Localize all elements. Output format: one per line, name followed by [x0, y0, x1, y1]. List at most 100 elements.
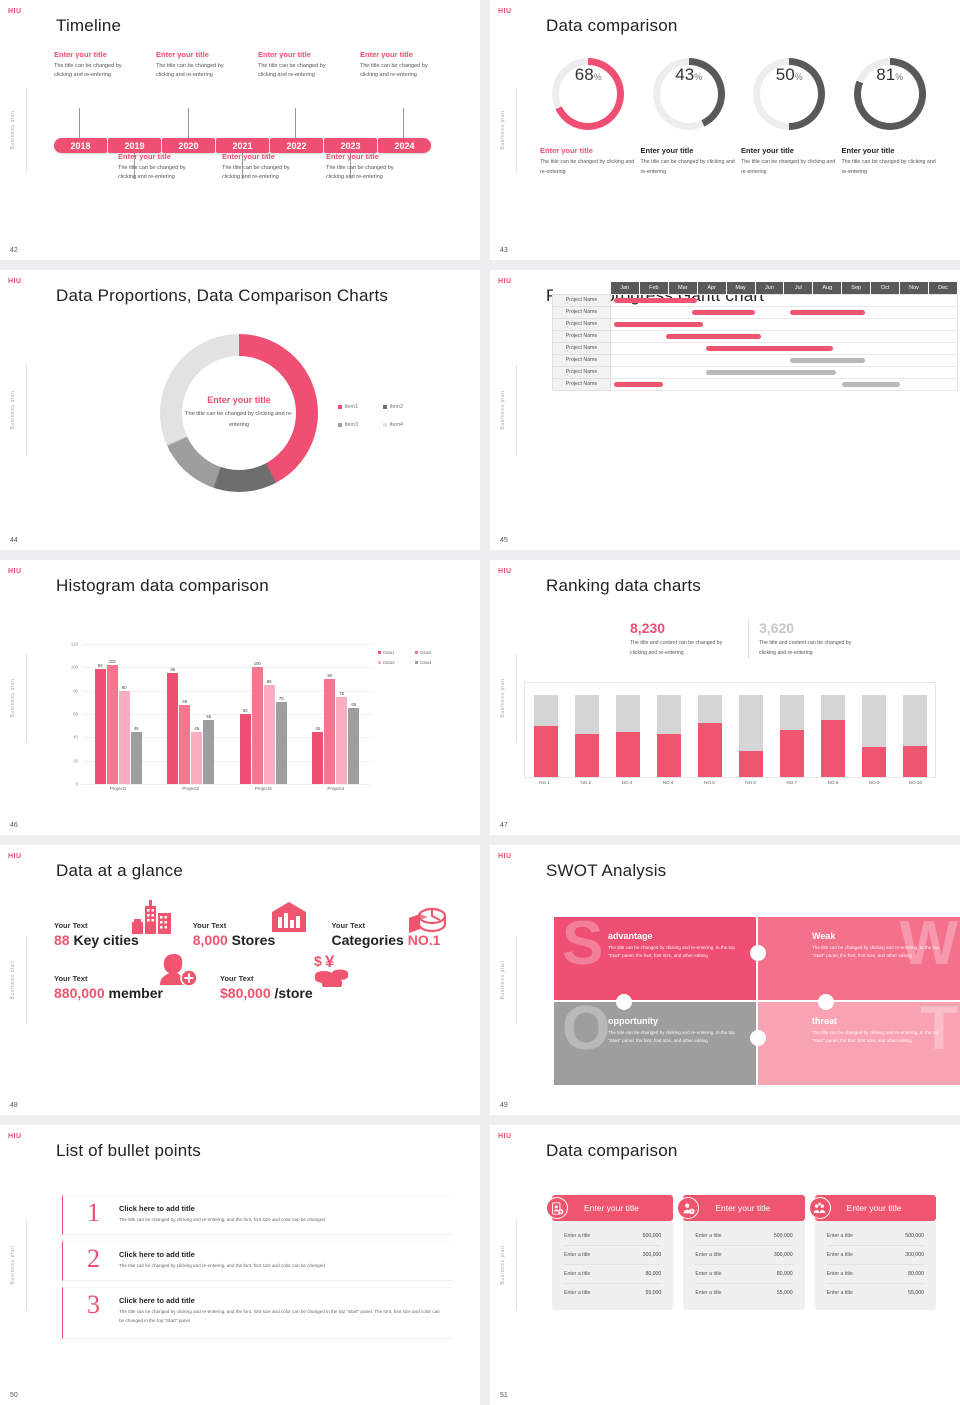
stat-item[interactable]: Your Text Categories NO.1 [331, 907, 447, 948]
histogram-bar-wrap[interactable]: 102 [106, 644, 118, 784]
timeline-item[interactable]: Enter your title The title can be change… [222, 152, 292, 183]
card-row[interactable]: Enter a title 300,000 [695, 1246, 793, 1265]
timeline-item[interactable]: Enter your title The title can be change… [258, 50, 326, 81]
card-header[interactable]: Enter your title [808, 1195, 936, 1221]
histogram-bar[interactable] [94, 668, 106, 784]
swot-quadrant-weakness[interactable]: W Weak The title can be changed by click… [758, 917, 960, 1000]
card-row[interactable]: Enter a title 55,000 [564, 1284, 661, 1302]
gantt-bar[interactable] [706, 346, 834, 351]
card-header[interactable]: Enter your title [677, 1195, 805, 1221]
histogram-bar-wrap[interactable]: 60 [239, 644, 251, 784]
card-row[interactable]: Enter a title 80,000 [695, 1265, 793, 1284]
histogram-bar[interactable] [336, 696, 348, 784]
timeline-year[interactable]: 2024 [378, 138, 431, 153]
histogram-bar[interactable] [191, 731, 203, 784]
gantt-bar[interactable] [613, 322, 704, 327]
stat-item[interactable]: $ ¥ Your Text $80,000 /store [220, 953, 370, 1001]
histogram-bar[interactable] [167, 673, 179, 784]
bullet-item[interactable]: 2 Click here to add title The title can … [62, 1241, 452, 1281]
timeline-item[interactable]: Enter your title The title can be change… [360, 50, 428, 81]
histogram-bar-wrap[interactable]: 45 [312, 644, 324, 784]
gantt-row[interactable]: Project Name [552, 305, 958, 319]
ranking-column[interactable] [648, 683, 689, 777]
card-row[interactable]: Enter a title 500,000 [564, 1227, 662, 1246]
timeline-year[interactable]: 2020 [162, 138, 215, 153]
gantt-bar[interactable] [841, 382, 900, 387]
histogram-bar-wrap[interactable]: 75 [336, 644, 348, 784]
histogram-bar-wrap[interactable]: 80 [118, 644, 130, 784]
histogram-bar-wrap[interactable]: 45 [130, 644, 142, 784]
donut-chart[interactable]: Enter your title The title can be change… [160, 334, 318, 492]
legend-item[interactable]: Data3 [378, 660, 415, 665]
timeline-year[interactable]: 2022 [270, 138, 323, 153]
timeline-year[interactable]: 2019 [108, 138, 161, 153]
ranking-fill[interactable] [820, 719, 845, 777]
legend-item[interactable]: Data2 [415, 650, 452, 655]
stat-item[interactable]: Your Text 8,000 Stores [193, 902, 316, 948]
gantt-bar[interactable] [691, 310, 756, 315]
ranking-column[interactable] [689, 683, 730, 777]
card-row[interactable]: Enter a title 300,000 [826, 1246, 924, 1265]
histogram-bar[interactable] [324, 679, 336, 784]
ranking-column[interactable] [566, 683, 607, 777]
comparison-card[interactable]: Enter your title Enter a title 500,000 En… [546, 1195, 674, 1310]
gantt-bar[interactable] [665, 334, 761, 339]
ranking-fill[interactable] [533, 726, 558, 777]
gantt-bar[interactable] [706, 370, 836, 375]
ranking-fill[interactable] [656, 733, 681, 777]
ranking-fill[interactable] [861, 747, 886, 777]
swot-quadrant-threat[interactable]: T threat The title can be changed by cli… [758, 1002, 960, 1085]
histogram-bar[interactable] [312, 731, 324, 784]
swot-quadrant-opportunity[interactable]: O opportunity The title can be changed b… [554, 1002, 756, 1085]
ranking-column[interactable] [853, 683, 894, 777]
progress-ring-item[interactable]: 68% Enter your title The title can be ch… [540, 58, 637, 177]
timeline-item[interactable]: Enter your title The title can be change… [118, 152, 188, 183]
legend-item[interactable]: Item1 [338, 404, 383, 410]
gantt-row[interactable]: Project Name [552, 293, 958, 307]
histogram-bar[interactable] [263, 684, 275, 784]
card-row[interactable]: Enter a title 55,000 [695, 1284, 792, 1302]
ranking-column[interactable] [730, 683, 771, 777]
histogram-bar[interactable] [203, 719, 215, 784]
bullet-item[interactable]: 3 Click here to add title The title can … [62, 1287, 452, 1339]
gantt-row[interactable]: Project Name [552, 329, 958, 343]
timeline-year[interactable]: 2023 [324, 138, 377, 153]
histogram-bar[interactable] [239, 714, 251, 784]
card-row[interactable]: Enter a title 80,000 [826, 1265, 924, 1284]
ranking-fill[interactable] [902, 745, 927, 777]
ranking-fill[interactable] [738, 750, 763, 777]
ranking-column[interactable] [771, 683, 812, 777]
histogram-bar-wrap[interactable]: 55 [203, 644, 215, 784]
card-row[interactable]: Enter a title 80,000 [564, 1265, 662, 1284]
gantt-row[interactable]: Project Name [552, 353, 958, 367]
legend-item[interactable]: Item3 [338, 422, 383, 428]
histogram-bar-wrap[interactable]: 70 [275, 644, 287, 784]
legend-item[interactable]: Item2 [383, 404, 428, 410]
histogram-bar[interactable] [348, 708, 360, 784]
comparison-card[interactable]: Enter your title Enter a title 500,000 En… [677, 1195, 805, 1310]
timeline-item[interactable]: Enter your title The title can be change… [326, 152, 396, 183]
card-row[interactable]: Enter a title 500,000 [695, 1227, 793, 1246]
ranking-fill[interactable] [574, 734, 599, 777]
histogram-bar-wrap[interactable]: 65 [348, 644, 360, 784]
timeline-year[interactable]: 2018 [54, 138, 107, 153]
gantt-bar[interactable] [789, 310, 865, 315]
swot-quadrant-strength[interactable]: S advantage The title can be changed by … [554, 917, 756, 1000]
ranking-column[interactable] [607, 683, 648, 777]
histogram-bar-wrap[interactable]: 90 [324, 644, 336, 784]
histogram-bar-wrap[interactable]: 100 [251, 644, 263, 784]
histogram-bar-wrap[interactable]: 68 [179, 644, 191, 784]
stat-item[interactable]: Your Text 88 Key cities [54, 900, 177, 948]
timeline-item[interactable]: Enter your title The title can be change… [54, 50, 122, 81]
gantt-bar[interactable] [613, 382, 663, 387]
ranking-fill[interactable] [697, 722, 722, 777]
ranking-highlight[interactable]: 3,620 The title and content can be chang… [748, 620, 876, 659]
card-header[interactable]: Enter your title [546, 1195, 674, 1221]
comparison-card[interactable]: Enter your title Enter a title 500,000 En… [808, 1195, 936, 1310]
ranking-column[interactable] [812, 683, 853, 777]
ranking-column[interactable] [894, 683, 935, 777]
progress-ring-item[interactable]: 50% Enter your title The title can be ch… [741, 58, 838, 177]
timeline-year[interactable]: 2021 [216, 138, 269, 153]
ranking-fill[interactable] [779, 730, 804, 777]
legend-item[interactable]: Item4 [383, 422, 428, 428]
